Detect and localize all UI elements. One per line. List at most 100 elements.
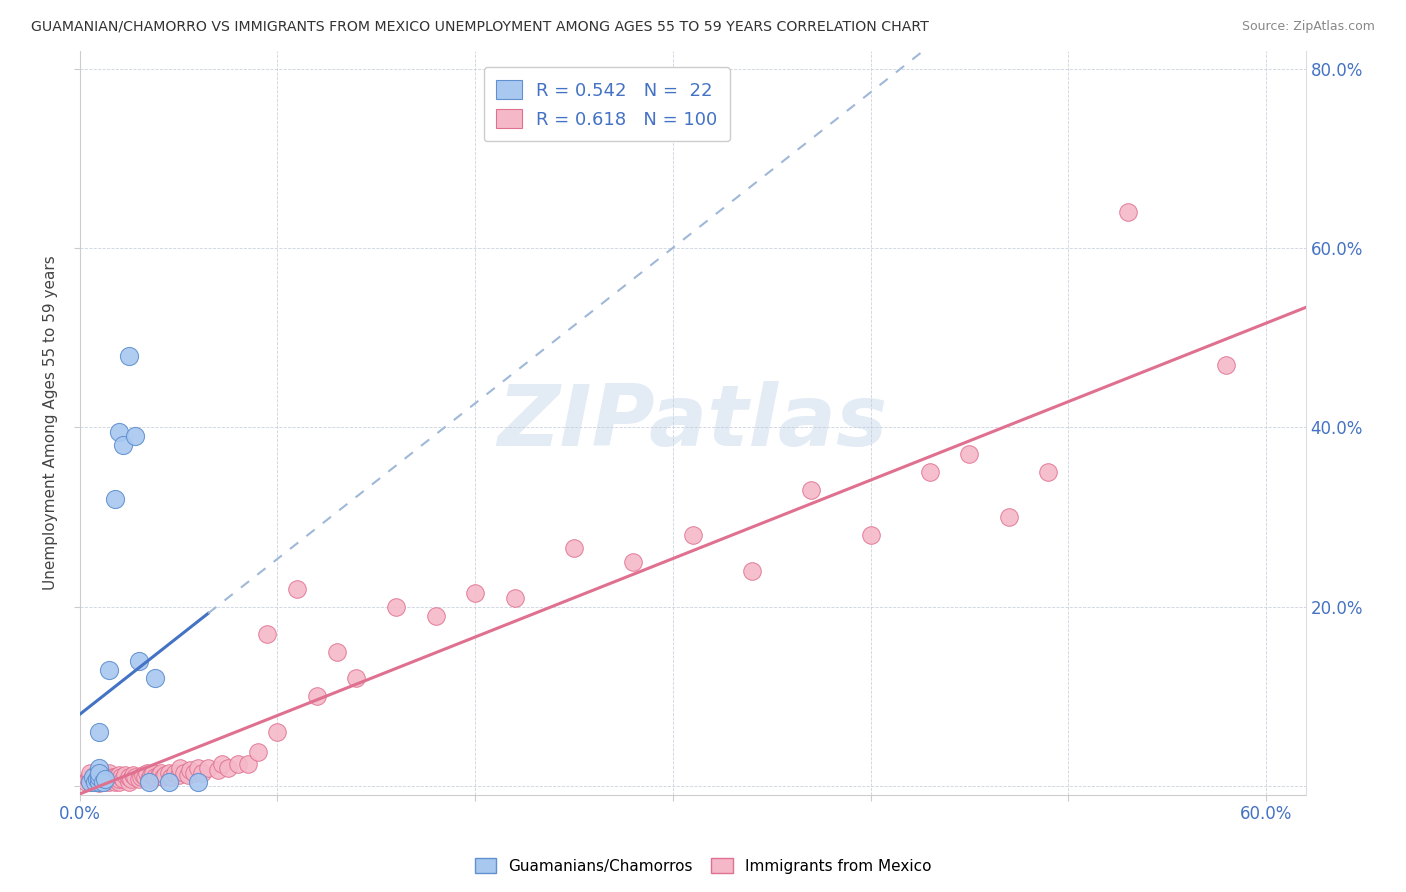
Point: [96, 772, 118, 786]
Point: [82, 770, 104, 784]
Point: [86, 774, 108, 789]
Point: [118, 349, 141, 363]
Point: [89, 770, 111, 784]
Point: [143, 770, 166, 784]
Point: [89, 774, 111, 789]
Point: [96, 768, 118, 782]
Point: [98, 663, 121, 677]
Point: [1038, 465, 1060, 479]
Point: [104, 774, 127, 789]
Point: [134, 770, 156, 784]
Point: [89, 774, 111, 789]
Point: [138, 774, 160, 789]
Point: [79, 774, 101, 789]
Point: [105, 772, 128, 786]
Point: [157, 774, 180, 789]
Point: [159, 770, 181, 784]
Point: [132, 768, 155, 782]
Point: [89, 770, 111, 784]
Point: [143, 672, 166, 686]
Point: [183, 765, 205, 780]
Point: [682, 528, 704, 542]
Point: [114, 768, 136, 782]
Point: [128, 654, 150, 668]
Legend: Guamanians/Chamorros, Immigrants from Mexico: Guamanians/Chamorros, Immigrants from Me…: [468, 852, 938, 880]
Point: [503, 591, 526, 605]
Point: [90, 774, 112, 789]
Point: [82, 770, 104, 784]
Point: [179, 763, 201, 777]
Point: [187, 774, 209, 789]
Point: [187, 761, 209, 775]
Point: [266, 725, 288, 739]
Point: [93, 774, 115, 789]
Point: [93, 774, 115, 789]
Point: [104, 492, 127, 507]
Point: [84, 774, 107, 789]
Point: [98, 772, 121, 786]
Point: [80, 774, 103, 789]
Point: [217, 761, 239, 775]
Point: [118, 774, 141, 789]
Point: [129, 770, 152, 784]
Point: [108, 772, 131, 786]
Point: [1215, 358, 1237, 372]
Point: [76, 772, 98, 786]
Point: [918, 465, 941, 479]
Point: [177, 768, 200, 782]
Point: [90, 770, 112, 784]
Point: [84, 768, 107, 782]
Point: [118, 770, 141, 784]
Point: [246, 745, 269, 759]
Point: [153, 768, 176, 782]
Text: Source: ZipAtlas.com: Source: ZipAtlas.com: [1241, 20, 1375, 33]
Point: [108, 768, 131, 782]
Point: [425, 608, 447, 623]
Point: [325, 644, 347, 658]
Point: [86, 772, 108, 786]
Point: [93, 768, 115, 782]
Point: [256, 626, 278, 640]
Point: [346, 672, 368, 686]
Point: [89, 772, 111, 786]
Point: [163, 765, 186, 780]
Legend: R = 0.542   N =  22, R = 0.618   N = 100: R = 0.542 N = 22, R = 0.618 N = 100: [484, 67, 730, 141]
Point: [94, 772, 117, 786]
Point: [124, 770, 146, 784]
Point: [89, 776, 111, 790]
Point: [157, 765, 180, 780]
Point: [173, 765, 195, 780]
Point: [191, 765, 214, 780]
Point: [82, 774, 104, 789]
Point: [98, 765, 121, 780]
Point: [112, 438, 135, 452]
Point: [104, 770, 127, 784]
Point: [236, 756, 259, 771]
Point: [89, 765, 111, 780]
Point: [120, 772, 142, 786]
Point: [464, 586, 486, 600]
Point: [1116, 205, 1139, 219]
Point: [152, 770, 174, 784]
Point: [75, 774, 97, 789]
Point: [859, 528, 882, 542]
Point: [621, 555, 644, 569]
Point: [149, 765, 172, 780]
Point: [84, 774, 107, 789]
Point: [148, 768, 170, 782]
Point: [86, 770, 108, 784]
Point: [139, 768, 162, 782]
Point: [89, 761, 111, 775]
Point: [89, 765, 111, 780]
Point: [138, 772, 160, 786]
Point: [84, 772, 107, 786]
Point: [800, 483, 823, 497]
Point: [79, 765, 101, 780]
Point: [98, 774, 121, 789]
Point: [128, 772, 150, 786]
Point: [79, 770, 101, 784]
Point: [93, 772, 115, 786]
Point: [142, 765, 165, 780]
Point: [103, 770, 125, 784]
Point: [108, 774, 131, 789]
